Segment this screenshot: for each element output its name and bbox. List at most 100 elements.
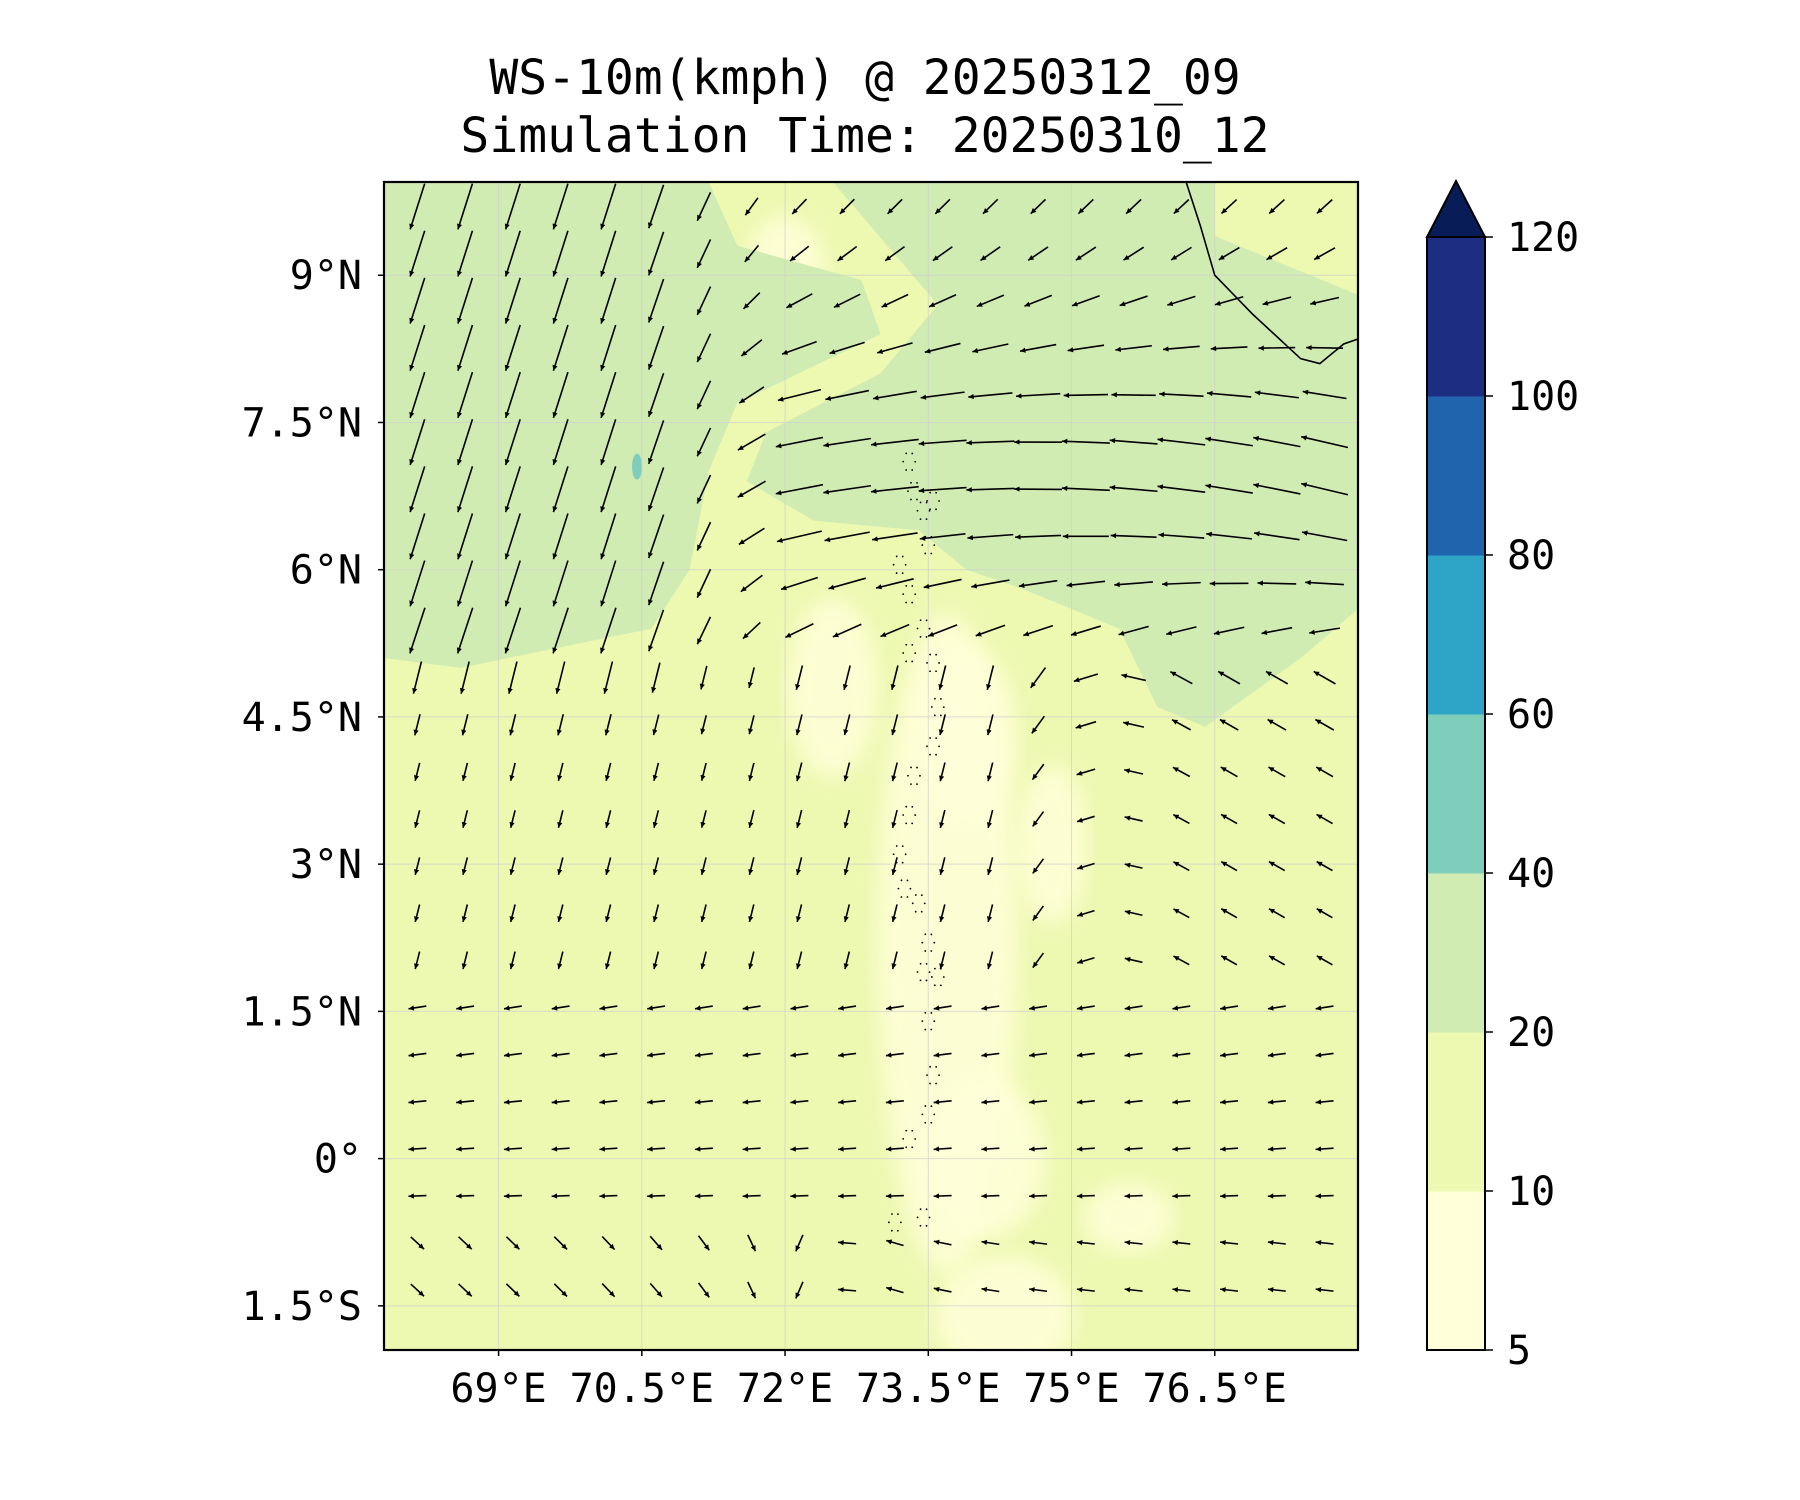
wind-arrow bbox=[981, 1052, 1000, 1058]
atoll-dot bbox=[930, 976, 933, 978]
wind-arrow bbox=[557, 951, 564, 970]
wind-arrow bbox=[557, 762, 564, 782]
wind-arrow bbox=[885, 1146, 904, 1152]
wind-arrow bbox=[551, 1193, 570, 1199]
wind-arrow bbox=[694, 1005, 713, 1011]
wind-arrow bbox=[918, 486, 967, 494]
wind-arrow bbox=[700, 810, 707, 828]
wind-arrow bbox=[828, 577, 866, 590]
wind-arrow bbox=[742, 1193, 761, 1199]
wind-arrow bbox=[790, 1146, 809, 1152]
wind-arrow bbox=[933, 1193, 952, 1199]
wind-arrow bbox=[933, 1052, 952, 1058]
wind-arrow bbox=[1301, 482, 1349, 496]
wind-arrow bbox=[1109, 438, 1158, 445]
wind-arrow bbox=[551, 1146, 570, 1152]
y-tick-label: 1.5°S bbox=[242, 1284, 362, 1330]
atoll-dot bbox=[924, 950, 927, 952]
wind-arrow bbox=[503, 1193, 522, 1199]
atoll-dot bbox=[900, 879, 903, 882]
wind-arrow bbox=[652, 857, 660, 876]
wind-arrow bbox=[924, 342, 961, 354]
wind-arrow bbox=[1257, 580, 1297, 586]
wind-arrow bbox=[1076, 1099, 1095, 1105]
wind-arrow bbox=[1206, 390, 1252, 398]
wind-arrow bbox=[843, 762, 851, 782]
wind-arrow bbox=[775, 483, 824, 496]
wind-arrow bbox=[742, 1146, 761, 1152]
wind-arrow bbox=[603, 661, 614, 694]
wind-arrow bbox=[785, 623, 814, 639]
atoll-dot bbox=[911, 452, 914, 455]
wind-arrow bbox=[1220, 1193, 1239, 1199]
wind-arrow bbox=[503, 1099, 522, 1105]
atoll-dot bbox=[914, 593, 917, 596]
atoll-dot bbox=[895, 845, 898, 847]
atoll-dot bbox=[905, 1129, 908, 1132]
wind-arrow bbox=[986, 857, 994, 876]
wind-arrow bbox=[552, 560, 569, 607]
wind-arrow bbox=[1124, 1287, 1143, 1293]
wind-arrow bbox=[842, 665, 851, 691]
atoll-dot bbox=[929, 753, 931, 756]
atoll-dot bbox=[938, 500, 940, 502]
wind-arrow bbox=[600, 560, 617, 607]
atoll-dot bbox=[929, 737, 932, 739]
atoll-dot bbox=[895, 572, 898, 574]
wind-arrow bbox=[837, 245, 858, 262]
x-tick-label: 69°E bbox=[450, 1366, 546, 1412]
atoll-dot bbox=[934, 697, 936, 700]
wind-arrow bbox=[876, 342, 913, 354]
wind-arrow bbox=[986, 762, 994, 782]
wind-arrow bbox=[939, 904, 946, 923]
wind-arrow bbox=[1172, 1240, 1191, 1246]
atoll-dot bbox=[902, 1137, 905, 1140]
atoll-dot bbox=[919, 1224, 922, 1227]
wind-arrow bbox=[696, 568, 712, 598]
x-tick-label: 73.5°E bbox=[856, 1366, 1001, 1412]
atoll-dot bbox=[902, 652, 905, 654]
wind-arrow bbox=[981, 1005, 1000, 1011]
wind-arrow bbox=[1253, 531, 1300, 541]
colorbar-segment bbox=[1427, 714, 1485, 874]
wind-arrow bbox=[408, 1146, 427, 1152]
atoll-dot bbox=[905, 660, 908, 663]
wind-arrow bbox=[870, 438, 919, 447]
y-tick-label: 0° bbox=[314, 1137, 362, 1183]
wind-arrow bbox=[790, 1052, 809, 1058]
wind-arrow bbox=[504, 277, 521, 324]
wind-arrow bbox=[891, 762, 898, 782]
atoll-dot bbox=[925, 979, 928, 982]
wind-arrow bbox=[1063, 392, 1109, 398]
atoll-dot bbox=[929, 1065, 932, 1068]
wind-arrow bbox=[1125, 198, 1142, 215]
wind-arrow bbox=[412, 661, 423, 694]
wind-arrow bbox=[1029, 1146, 1048, 1152]
wind-arrow bbox=[652, 762, 660, 781]
atoll-dot bbox=[910, 766, 912, 769]
wind-arrow bbox=[975, 624, 1006, 637]
wind-arrow bbox=[748, 809, 755, 829]
wind-arrow bbox=[832, 623, 862, 638]
wind-arrow bbox=[408, 1099, 427, 1105]
wind-arrow bbox=[939, 762, 946, 782]
atoll-dot bbox=[930, 1105, 933, 1108]
wind-arrow bbox=[838, 1099, 857, 1105]
y-tick-label: 7.5°N bbox=[242, 400, 362, 446]
wind-arrow bbox=[1306, 345, 1343, 351]
atoll-dot bbox=[905, 1146, 908, 1149]
wind-arrow bbox=[885, 1193, 904, 1199]
wind-arrow bbox=[872, 390, 917, 401]
wind-arrow bbox=[556, 714, 565, 736]
wind-arrow bbox=[1220, 908, 1238, 919]
wind-arrow bbox=[414, 857, 421, 876]
wind-arrow bbox=[1061, 485, 1110, 492]
wind-arrow bbox=[823, 437, 871, 448]
wind-arrow bbox=[1268, 813, 1286, 825]
atoll-dot bbox=[925, 1224, 928, 1227]
atoll-dot bbox=[891, 1213, 893, 1215]
atoll-dot bbox=[925, 636, 928, 638]
wind-arrow bbox=[648, 609, 665, 652]
y-tick-label: 4.5°N bbox=[242, 695, 362, 741]
